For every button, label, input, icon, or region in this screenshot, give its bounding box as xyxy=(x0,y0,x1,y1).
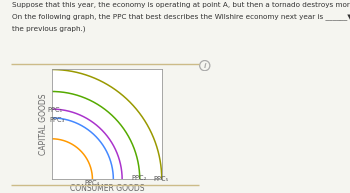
Text: the previous graph.): the previous graph.) xyxy=(12,25,86,32)
Text: PPC₄: PPC₄ xyxy=(85,180,100,186)
X-axis label: CONSUMER GOODS: CONSUMER GOODS xyxy=(70,184,144,193)
Text: Suppose that this year, the economy is operating at point A, but then a tornado : Suppose that this year, the economy is o… xyxy=(12,2,350,8)
Y-axis label: CAPITAL GOODS: CAPITAL GOODS xyxy=(38,94,48,155)
Text: PPC₂: PPC₂ xyxy=(132,175,147,181)
Text: PPC₅: PPC₅ xyxy=(154,176,169,182)
Text: PPC₃: PPC₃ xyxy=(50,117,65,123)
Text: PPC₁: PPC₁ xyxy=(47,107,62,113)
Text: On the following graph, the PPC that best describes the Wilshire economy next ye: On the following graph, the PPC that bes… xyxy=(12,14,350,20)
Text: i: i xyxy=(204,63,206,69)
